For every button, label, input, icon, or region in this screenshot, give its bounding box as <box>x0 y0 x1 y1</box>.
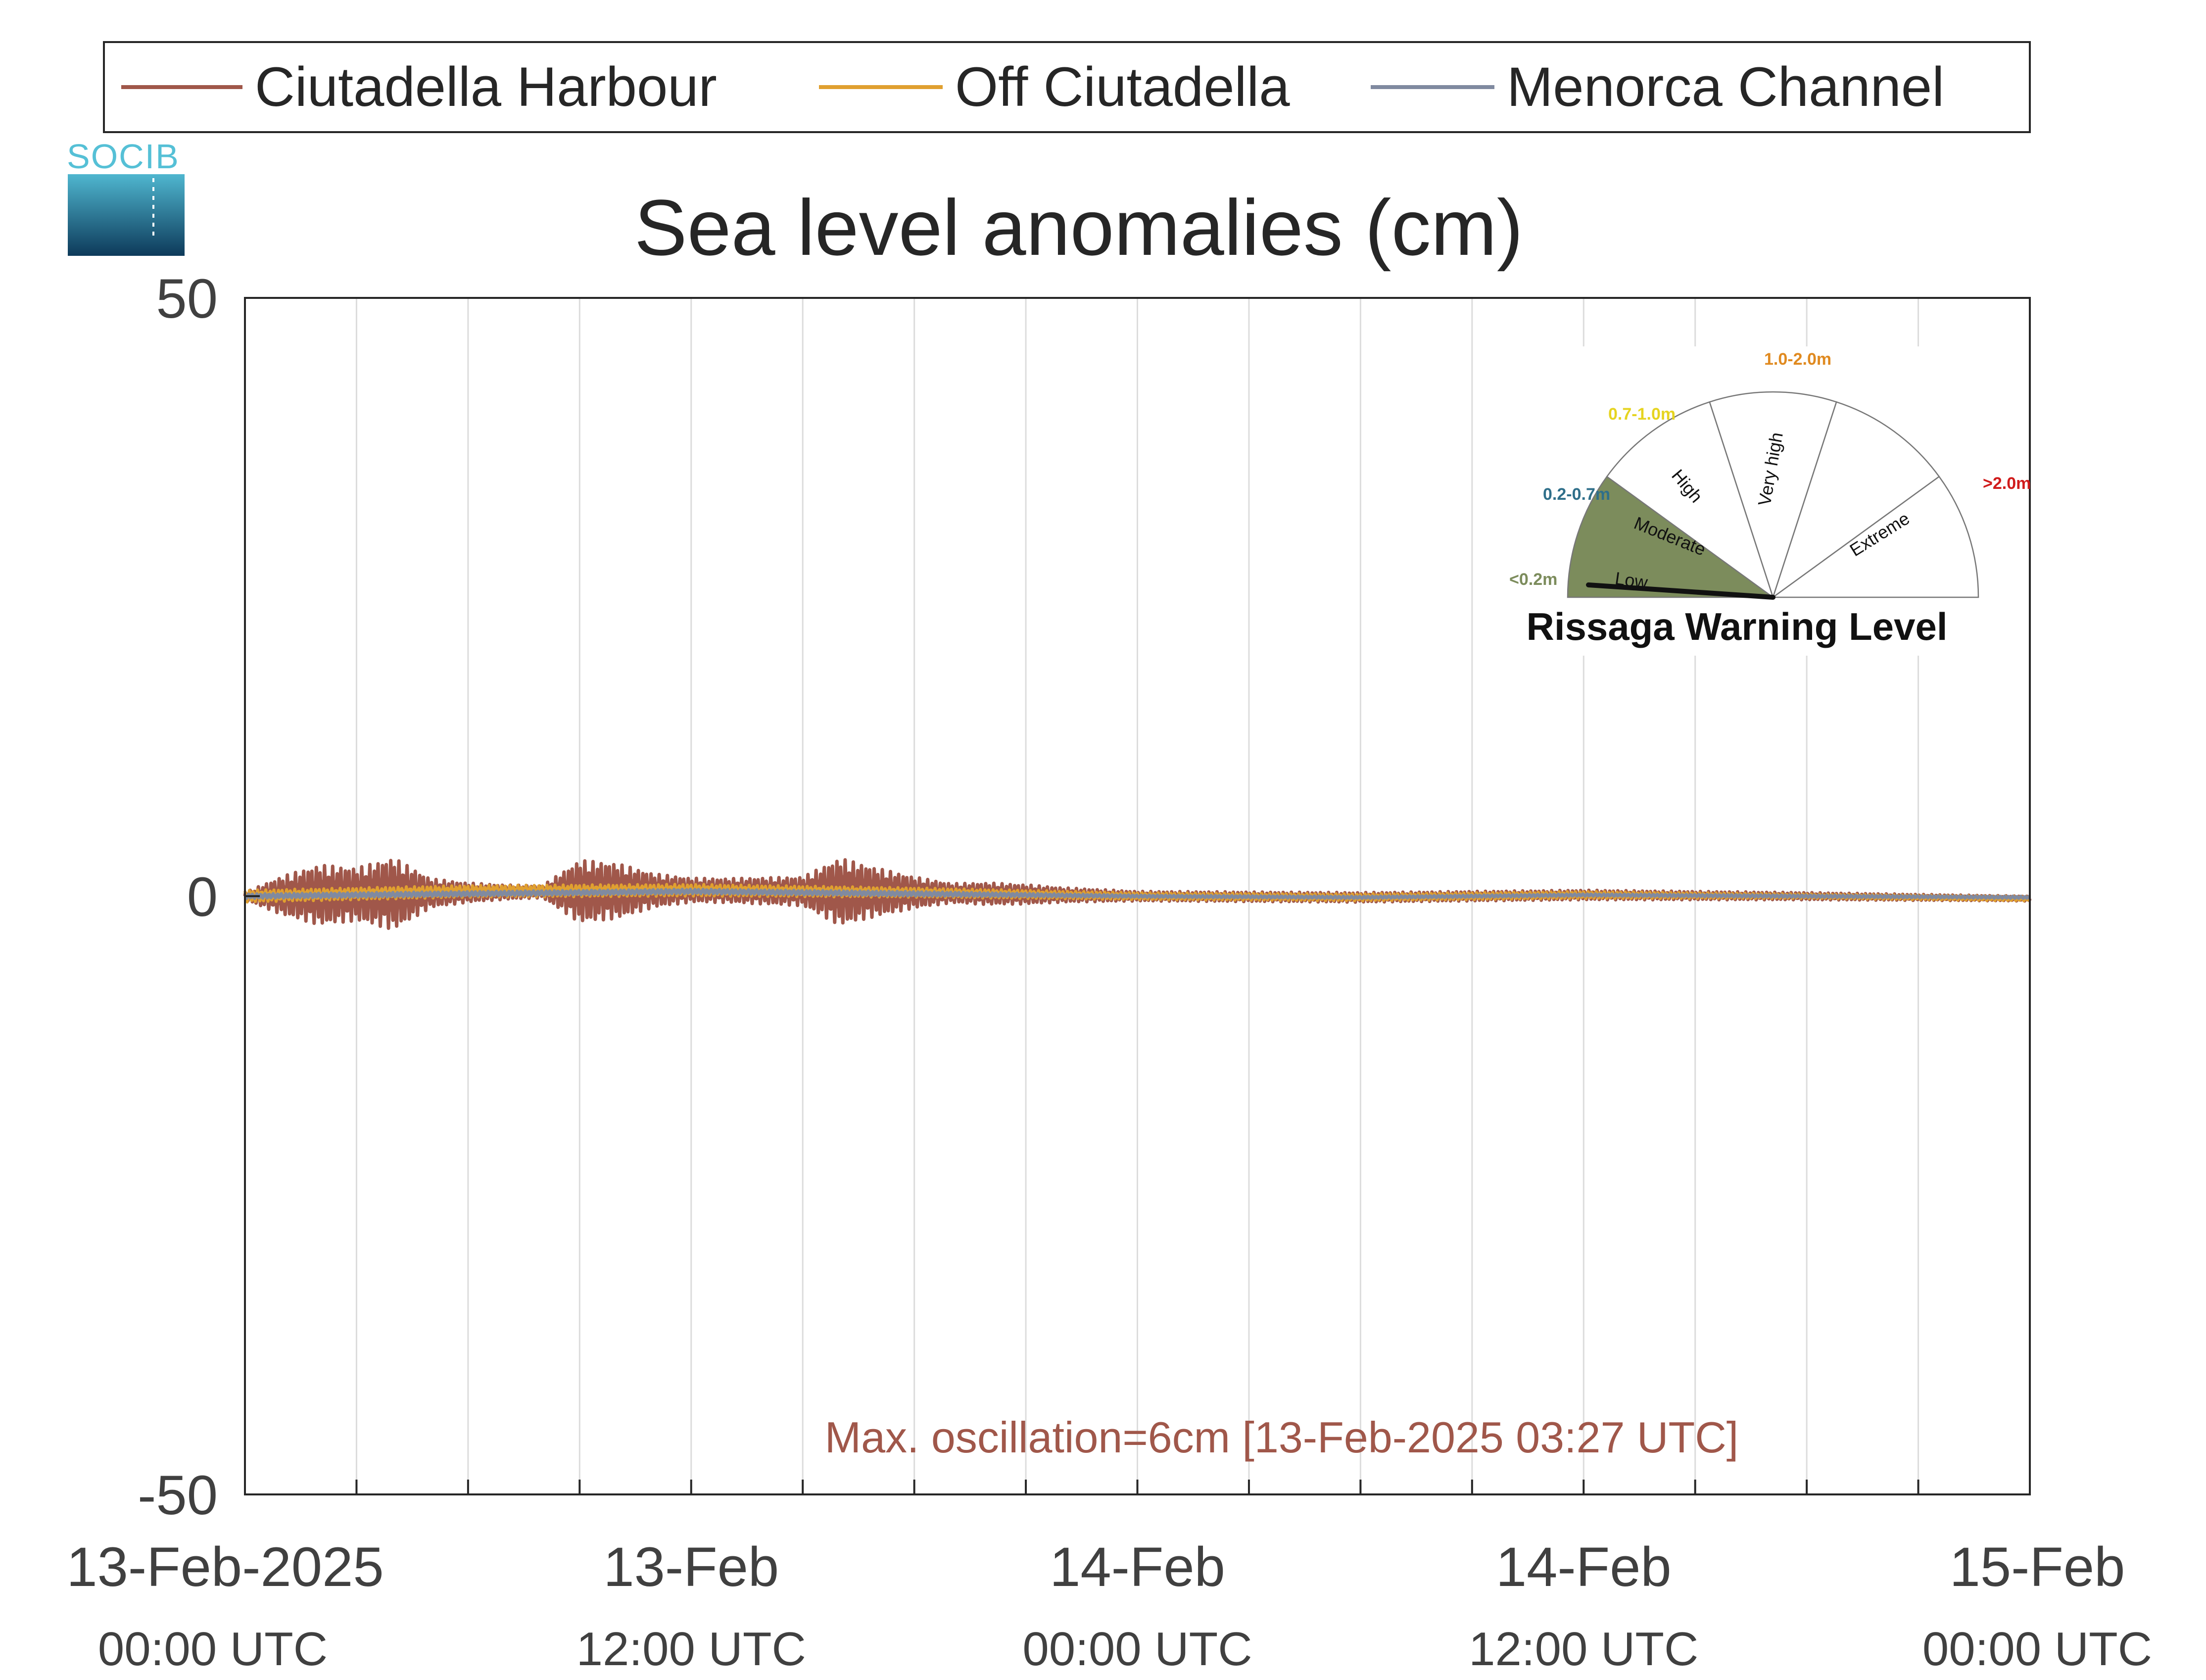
series-line <box>243 887 2031 900</box>
y-axis-ticks: 50 0 -50 <box>138 268 260 1526</box>
legend-item-ciutadella-harbour: Ciutadella Harbour <box>121 56 717 118</box>
x-tick-label-date: 13-Feb-2025 <box>66 1536 384 1598</box>
gauge-sector <box>1606 401 1774 599</box>
x-tick-label-time: 12:00 UTC <box>1469 1623 1698 1676</box>
legend-label-off-ciutadella: Off Ciutadella <box>955 56 1290 118</box>
x-tick-label-time: 00:00 UTC <box>1022 1623 1252 1676</box>
gauge-sector <box>1709 391 1837 600</box>
socib-logo-text: SOCIB <box>67 137 180 176</box>
gauge-range-label: >2.0m <box>1983 474 2031 493</box>
gauge-range-label: 0.2-0.7m <box>1543 485 1610 504</box>
gauge-range-label: 0.7-1.0m <box>1608 405 1676 424</box>
socib-logo-icon <box>68 174 185 256</box>
x-tick-label-time: 12:00 UTC <box>576 1623 806 1676</box>
max-oscillation-annotation: Max. oscillation=6cm [13-Feb-2025 03:27 … <box>825 1413 1738 1462</box>
legend-label-menorca-channel: Menorca Channel <box>1507 56 1944 118</box>
chart-title: Sea level anomalies (cm) <box>634 183 1523 272</box>
gauge-sector <box>1567 476 1775 598</box>
legend-item-menorca-channel: Menorca Channel <box>1371 56 1944 118</box>
x-tick-label-date: 14-Feb <box>1050 1536 1225 1598</box>
socib-logo: SOCIB <box>67 137 185 256</box>
gauge-range-label: <0.2m <box>1509 570 1557 589</box>
gauge-sector <box>1772 401 1940 599</box>
x-axis-ticks: 13-Feb-2025 00:00 UTC 13-Feb 12:00 UTC 14-Fe… <box>66 1480 2152 1676</box>
rissaga-warning-gauge: <0.2m Low0.2-0.7mModerate0.7-1.0mHigh1.0-… <box>1489 346 2031 656</box>
legend: Ciutadella Harbour Off Ciutadella Menorc… <box>103 41 2031 133</box>
legend-item-off-ciutadella: Off Ciutadella <box>819 56 1290 118</box>
gauge-range-label: 1.0-2.0m <box>1764 350 1831 369</box>
y-tick-label: -50 <box>138 1464 218 1526</box>
x-tick-label-date: 15-Feb <box>1950 1536 2125 1598</box>
x-tick-label-time: 00:00 UTC <box>1922 1623 2152 1676</box>
x-tick-label-date: 14-Feb <box>1496 1536 1672 1598</box>
x-tick-label-time: 00:00 UTC <box>98 1623 328 1676</box>
series-layer <box>243 858 2032 930</box>
legend-box <box>103 41 2031 133</box>
gauge-title: Rissaga Warning Level <box>1526 605 1947 648</box>
x-tick-label-date: 13-Feb <box>603 1536 779 1598</box>
y-tick-label: 50 <box>156 268 218 330</box>
gauge-needle <box>1586 582 1775 600</box>
plot-area: 50 0 -50 13-Feb-2025 00:00 UTC 13-Feb 12:00 U… <box>66 268 2152 1676</box>
gauge-sectors <box>1567 391 1979 600</box>
legend-label-ciutadella-harbour: Ciutadella Harbour <box>255 56 717 118</box>
y-tick-label: 0 <box>187 866 218 928</box>
gauge-sector <box>1771 476 1979 598</box>
